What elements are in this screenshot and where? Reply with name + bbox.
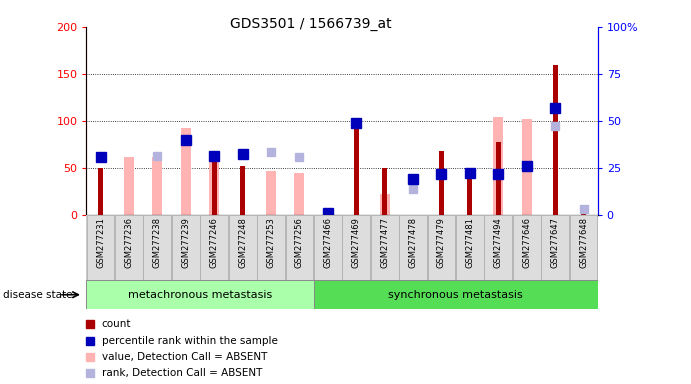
Bar — [98, 168, 103, 215]
Bar — [144, 215, 171, 280]
Text: synchronous metastasis: synchronous metastasis — [388, 290, 523, 300]
Text: GSM277231: GSM277231 — [96, 217, 105, 268]
Bar — [172, 215, 200, 280]
Bar — [513, 215, 540, 280]
Bar — [86, 215, 115, 280]
Bar — [257, 215, 285, 280]
Bar — [200, 215, 228, 280]
Bar — [229, 215, 256, 280]
Text: GDS3501 / 1566739_at: GDS3501 / 1566739_at — [230, 17, 392, 31]
Text: value, Detection Call = ABSENT: value, Detection Call = ABSENT — [102, 352, 267, 362]
Bar — [569, 215, 598, 280]
Text: GSM277239: GSM277239 — [181, 217, 190, 268]
Bar — [428, 215, 455, 280]
Bar — [439, 151, 444, 215]
Text: GSM277494: GSM277494 — [494, 217, 503, 268]
Bar — [456, 215, 484, 280]
Bar — [285, 215, 313, 280]
Bar — [581, 213, 586, 215]
Bar — [240, 166, 245, 215]
Bar — [379, 194, 390, 215]
Bar — [209, 154, 219, 215]
Bar — [399, 215, 427, 280]
Bar — [294, 173, 305, 215]
Text: GSM277646: GSM277646 — [522, 217, 531, 268]
Bar — [266, 171, 276, 215]
Bar — [484, 215, 512, 280]
Bar — [354, 124, 359, 215]
Bar — [124, 157, 134, 215]
Text: disease state: disease state — [3, 290, 73, 300]
Bar — [522, 119, 531, 215]
Text: GSM277246: GSM277246 — [209, 217, 219, 268]
Bar — [211, 159, 217, 215]
Bar — [314, 280, 598, 309]
Text: GSM277248: GSM277248 — [238, 217, 247, 268]
Text: rank, Detection Call = ABSENT: rank, Detection Call = ABSENT — [102, 368, 262, 378]
Text: GSM277477: GSM277477 — [380, 217, 389, 268]
Bar — [115, 215, 143, 280]
Text: GSM277647: GSM277647 — [551, 217, 560, 268]
Text: GSM277236: GSM277236 — [124, 217, 133, 268]
Bar — [553, 65, 558, 215]
Text: metachronous metastasis: metachronous metastasis — [128, 290, 272, 300]
Text: GSM277469: GSM277469 — [352, 217, 361, 268]
Bar — [153, 157, 162, 215]
Bar — [495, 142, 501, 215]
Bar — [493, 117, 503, 215]
Text: GSM277481: GSM277481 — [465, 217, 475, 268]
Bar — [314, 215, 342, 280]
Bar — [86, 280, 314, 309]
Text: GSM277238: GSM277238 — [153, 217, 162, 268]
Text: GSM277466: GSM277466 — [323, 217, 332, 268]
Text: count: count — [102, 319, 131, 329]
Bar — [541, 215, 569, 280]
Bar — [382, 168, 387, 215]
Text: percentile rank within the sample: percentile rank within the sample — [102, 336, 278, 346]
Bar — [467, 168, 473, 215]
Text: GSM277648: GSM277648 — [579, 217, 588, 268]
Text: GSM277478: GSM277478 — [408, 217, 417, 268]
Text: GSM277479: GSM277479 — [437, 217, 446, 268]
Bar — [371, 215, 399, 280]
Text: GSM277253: GSM277253 — [267, 217, 276, 268]
Bar — [342, 215, 370, 280]
Bar — [181, 129, 191, 215]
Text: GSM277256: GSM277256 — [295, 217, 304, 268]
